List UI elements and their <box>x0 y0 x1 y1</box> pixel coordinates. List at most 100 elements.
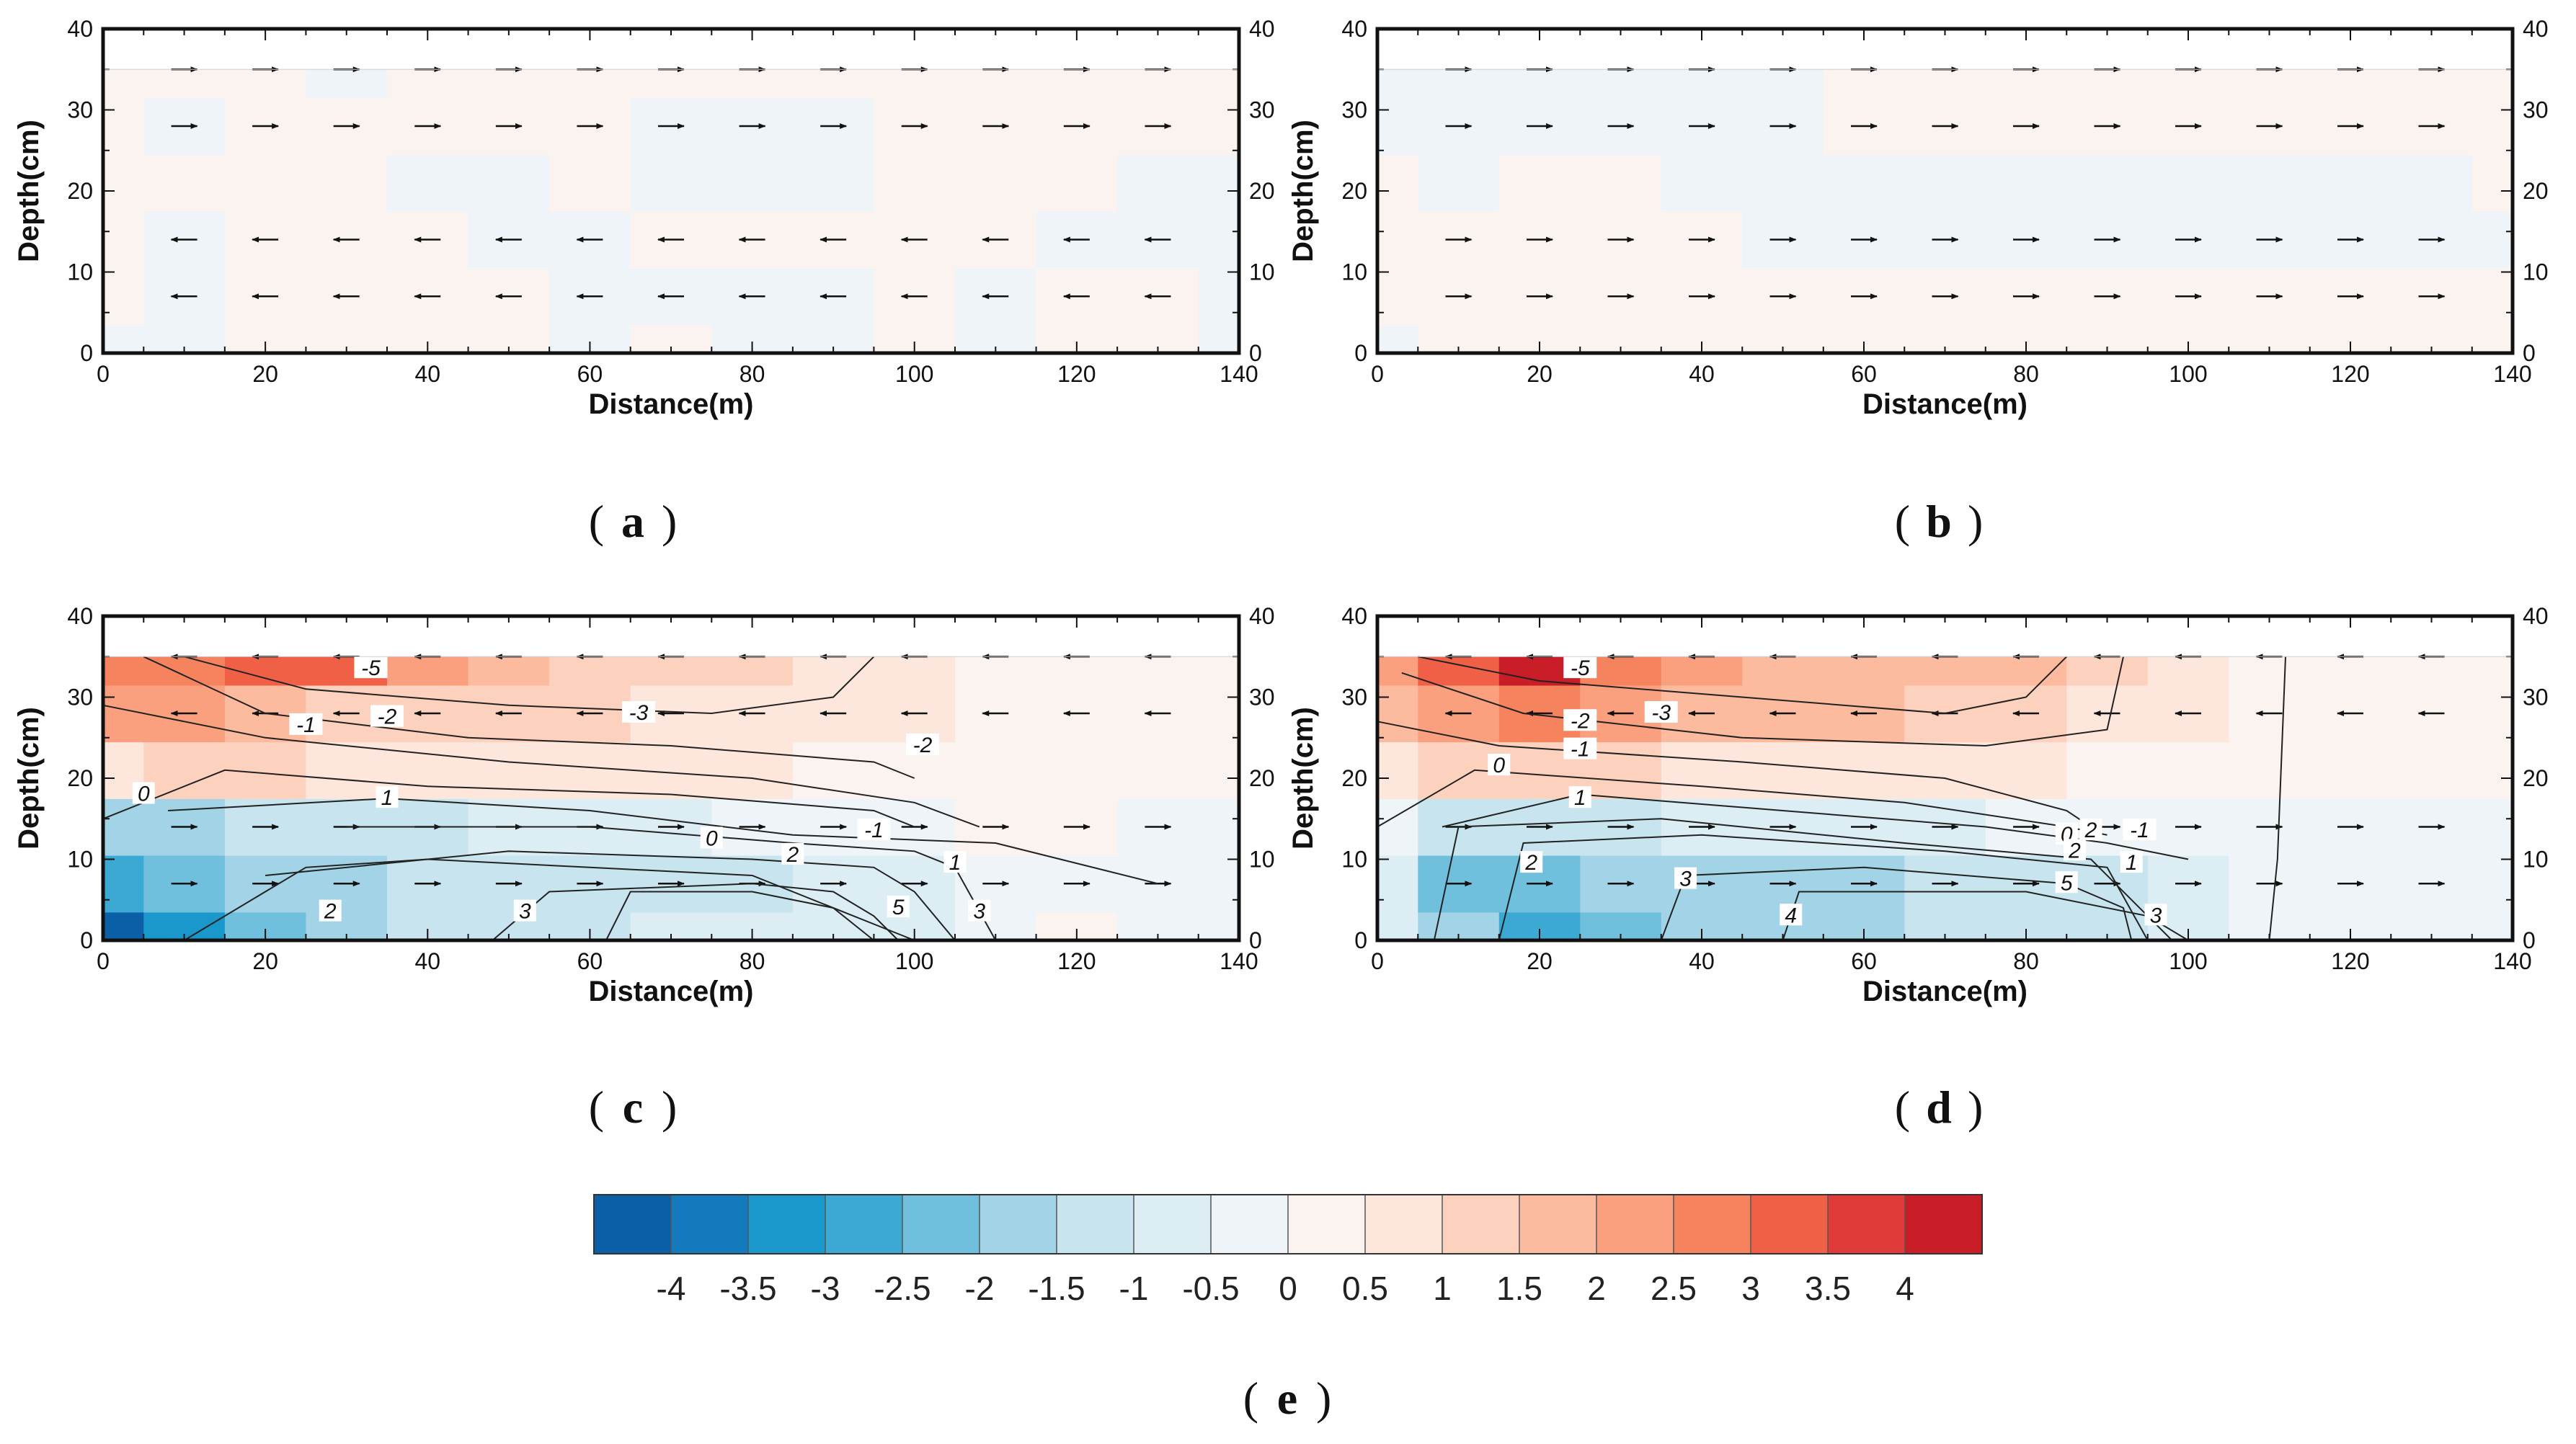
field-cell <box>711 154 794 212</box>
field-cell <box>306 741 388 799</box>
contour-label-bg <box>1563 656 1597 679</box>
field-cell <box>1377 97 1418 156</box>
plot-frame-a <box>101 27 1241 355</box>
colorbar-tick-label: -3 <box>811 1270 840 1307</box>
field-cell <box>2066 154 2149 212</box>
x-tick-label: 80 <box>740 361 765 387</box>
svg-text:): ) <box>662 1082 677 1133</box>
contour-label: 0 <box>1493 754 1505 777</box>
field-cell <box>1377 685 1418 743</box>
field-cell <box>2471 69 2513 99</box>
field-cell <box>955 741 1037 799</box>
y-tick-label-right: 10 <box>1249 847 1275 873</box>
colorbar-tick-label: 2.5 <box>1651 1270 1697 1307</box>
field-cell <box>2309 154 2392 212</box>
field-cell <box>2229 656 2311 686</box>
colorbar-tick-label: 1.5 <box>1496 1270 1542 1307</box>
contour-label: 2 <box>786 843 799 867</box>
x-tick-label: 60 <box>1851 361 1877 387</box>
field-cell <box>224 69 307 99</box>
field-cell <box>1661 154 1744 212</box>
field-cell <box>2471 855 2513 913</box>
contour-line <box>2268 656 2286 941</box>
field-cell <box>2309 656 2392 686</box>
contour-label-bg <box>354 656 388 679</box>
y-tick-label: 10 <box>1341 847 1367 873</box>
field-cell <box>306 69 388 99</box>
contour-label-bg <box>781 842 804 865</box>
y-axis-label: Depth(cm) <box>1287 120 1319 262</box>
contour-label-bg <box>2123 819 2157 841</box>
y-tick-label: 20 <box>67 178 93 204</box>
y-tick-label-right: 40 <box>1249 603 1275 629</box>
x-tick-label: 40 <box>414 361 440 387</box>
contour-label-bg <box>2120 851 2143 873</box>
contour-label: -1 <box>864 819 884 842</box>
contour-fill-d <box>1377 656 2513 941</box>
contour-label-bg <box>2144 904 2167 926</box>
x-tick-label: 80 <box>2013 948 2039 974</box>
contour-label-bg <box>370 705 404 727</box>
contour-label-bg <box>289 713 323 735</box>
colorbar-bin <box>825 1195 903 1254</box>
field-cell <box>1377 798 1418 856</box>
x-tick-label: 40 <box>1689 361 1715 387</box>
contour-label: -1 <box>1571 738 1590 762</box>
colorbar-bin <box>1519 1195 1597 1254</box>
field-cell <box>792 69 875 99</box>
field-cell <box>1377 69 1418 99</box>
contour-lines-c <box>102 656 1158 941</box>
contour-label-bg <box>319 899 342 922</box>
contour-label: -1 <box>296 713 316 737</box>
field-cell <box>2229 69 2311 99</box>
field-cell <box>2471 685 2513 743</box>
field-cell <box>2066 69 2149 99</box>
field-cell <box>2391 741 2473 799</box>
y-tick-label: 30 <box>67 97 93 123</box>
y-tick-label: 0 <box>1354 927 1367 953</box>
contour-line <box>1401 656 2124 747</box>
x-tick-label: 80 <box>740 948 765 974</box>
contour-label-bg <box>621 701 655 723</box>
caption-a-letter: a <box>621 496 644 547</box>
y-tick-label: 30 <box>1341 97 1367 123</box>
contour-label-bg <box>1644 701 1678 723</box>
colorbar-bin <box>902 1195 980 1254</box>
contour-label: 2 <box>324 900 337 924</box>
y-tick-label: 30 <box>1341 685 1367 710</box>
contour-label: -2 <box>1571 709 1590 733</box>
svg-text:): ) <box>1316 1373 1331 1424</box>
contour-label: -2 <box>913 734 933 757</box>
field-cell <box>103 324 145 354</box>
colorbar-tick-label: -4 <box>657 1270 686 1307</box>
field-cell <box>387 656 469 686</box>
colorbar-bin <box>1057 1195 1134 1254</box>
field-cell <box>143 154 226 212</box>
field-cell <box>1117 656 1199 686</box>
x-tick-label: 40 <box>1689 948 1715 974</box>
field-cell <box>630 154 713 212</box>
y-tick-label-right: 0 <box>2523 340 2536 366</box>
contour-line <box>1498 834 2149 941</box>
contour-line <box>102 769 915 828</box>
contour-label-bg <box>700 826 723 849</box>
y-tick-label: 10 <box>67 259 93 285</box>
x-tick-label: 140 <box>2493 948 2531 974</box>
contour-fill-b <box>1377 69 2513 354</box>
field-cell <box>103 685 145 743</box>
contour-label-bg <box>376 786 399 808</box>
field-cell <box>387 741 469 799</box>
y-tick-label: 10 <box>1341 259 1367 285</box>
contour-label-bg <box>2064 839 2086 861</box>
y-tick-label: 20 <box>67 765 93 791</box>
contour-label-bg <box>513 899 536 922</box>
field-cell <box>103 211 145 269</box>
field-cell <box>143 741 226 799</box>
field-cell <box>630 69 713 99</box>
field-cell <box>2471 912 2513 941</box>
field-cell <box>103 267 145 326</box>
contour-label-bg <box>968 899 991 922</box>
svg-text:(: ( <box>1895 1082 1910 1133</box>
field-cell <box>2391 154 2473 212</box>
